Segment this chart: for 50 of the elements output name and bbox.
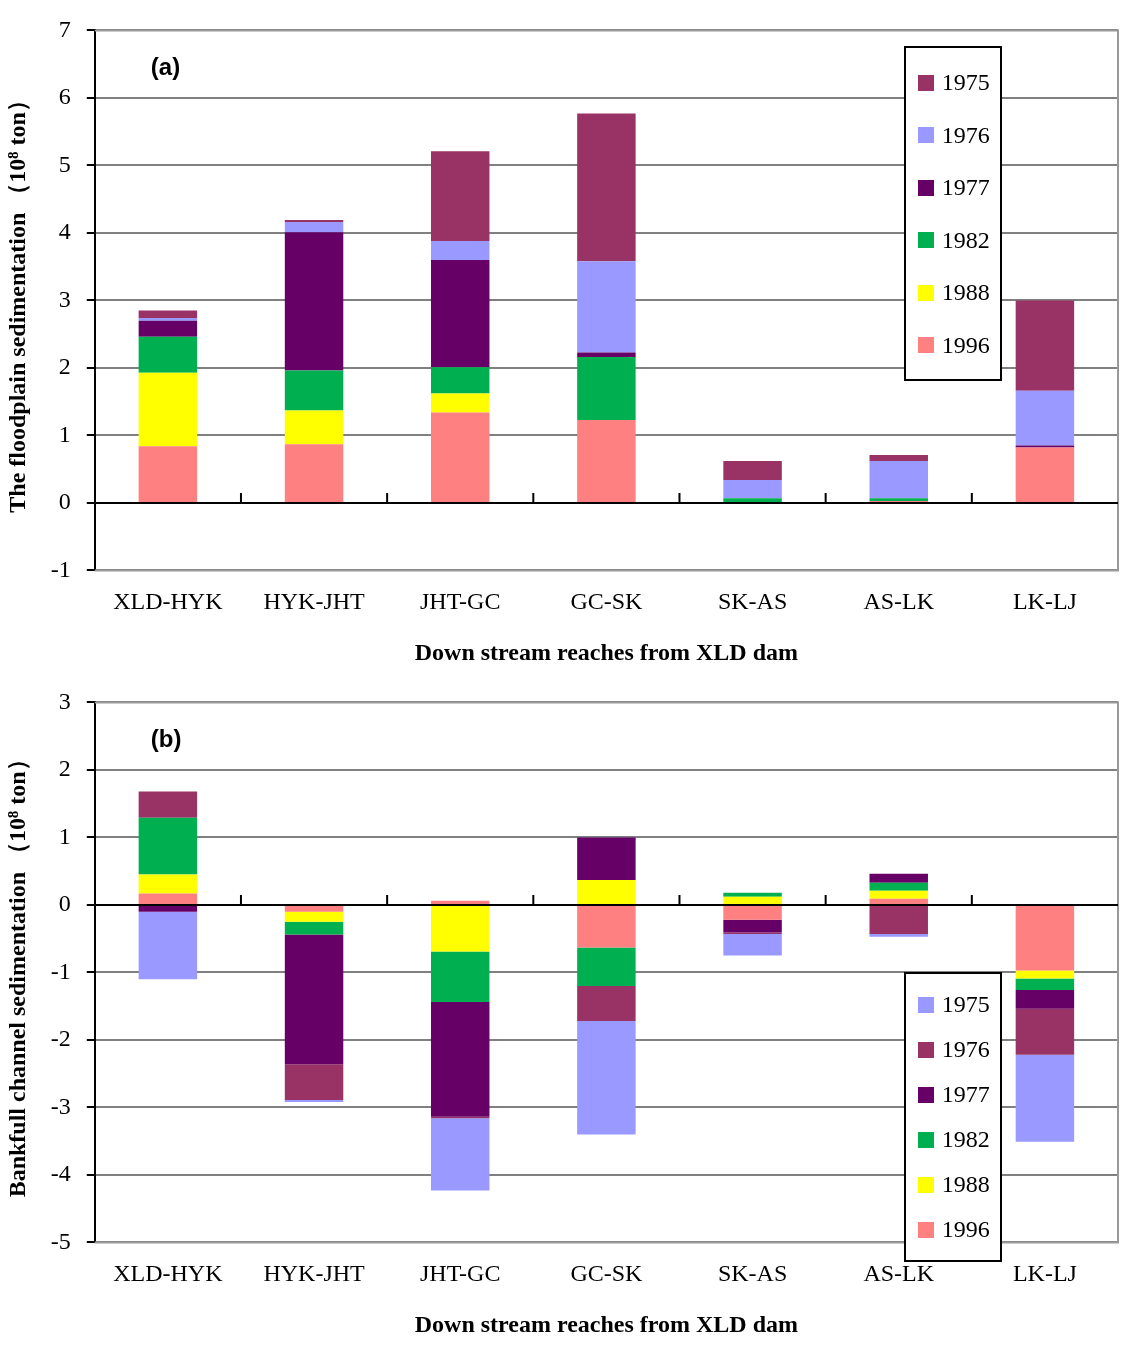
y-axis-title: Bankfull channel sedimentation （10⁸ ton） [3, 747, 30, 1198]
legend-label: 1976 [941, 1036, 990, 1064]
x-tick-label: XLD-HYK [113, 1260, 224, 1287]
legend-label: 1977 [941, 174, 990, 202]
x-tick-label: GC-SK [570, 1260, 644, 1287]
legend-label: 1988 [941, 1171, 990, 1199]
legend-label: 1982 [941, 226, 990, 254]
x-tick-label: AS-LK [863, 588, 935, 615]
y-tick-label: -1 [50, 555, 71, 582]
y-tick-label: 1 [58, 420, 71, 447]
legend-label: 1976 [941, 121, 990, 149]
y-tick-label: -1 [50, 957, 71, 984]
y-tick-label: 0 [58, 890, 71, 917]
annotation: (a) [150, 53, 181, 81]
x-tick-label: XLD-HYK [113, 588, 224, 615]
x-axis-title: Down stream reaches from XLD dam [414, 1310, 799, 1337]
legend-label: 1977 [941, 1081, 990, 1109]
x-tick-label: HYK-JHT [263, 1260, 366, 1287]
x-tick-label: SK-AS [717, 588, 788, 615]
y-tick-label: 7 [58, 15, 71, 42]
x-tick-label: LK-LJ [1012, 588, 1077, 615]
x-tick-label: SK-AS [717, 1260, 788, 1287]
legend-label: 1988 [941, 279, 990, 307]
y-tick-label: 0 [58, 488, 71, 515]
y-axis-title: The floodplain sedimentation （10⁸ ton） [3, 88, 30, 513]
y-tick-label: 3 [58, 285, 71, 312]
annotation: (b) [150, 725, 182, 753]
legend-label: 1975 [941, 991, 990, 1019]
legend-label: 1982 [941, 1126, 990, 1154]
x-axis-title: Down stream reaches from XLD dam [414, 638, 799, 665]
x-tick-label: HYK-JHT [263, 588, 366, 615]
y-tick-label: -2 [50, 1025, 71, 1052]
x-tick-label: JHT-GC [419, 588, 501, 615]
y-tick-label: 3 [58, 687, 71, 714]
y-tick-label: 2 [58, 755, 71, 782]
y-tick-label: 4 [58, 218, 71, 245]
x-tick-label: GC-SK [570, 588, 644, 615]
y-tick-label: -5 [50, 1227, 71, 1254]
y-tick-label: -3 [50, 1092, 71, 1119]
x-tick-label: AS-LK [863, 1260, 935, 1287]
legend-label: 1975 [941, 69, 990, 97]
legend-label: 1996 [941, 331, 990, 359]
x-tick-label: LK-LJ [1012, 1260, 1077, 1287]
y-tick-label: 5 [58, 150, 71, 177]
y-tick-label: 2 [58, 353, 71, 380]
x-tick-label: JHT-GC [419, 1260, 501, 1287]
y-tick-label: 1 [58, 822, 71, 849]
y-tick-label: 6 [58, 83, 71, 110]
y-tick-label: -4 [50, 1160, 71, 1187]
legend-label: 1996 [941, 1216, 990, 1244]
